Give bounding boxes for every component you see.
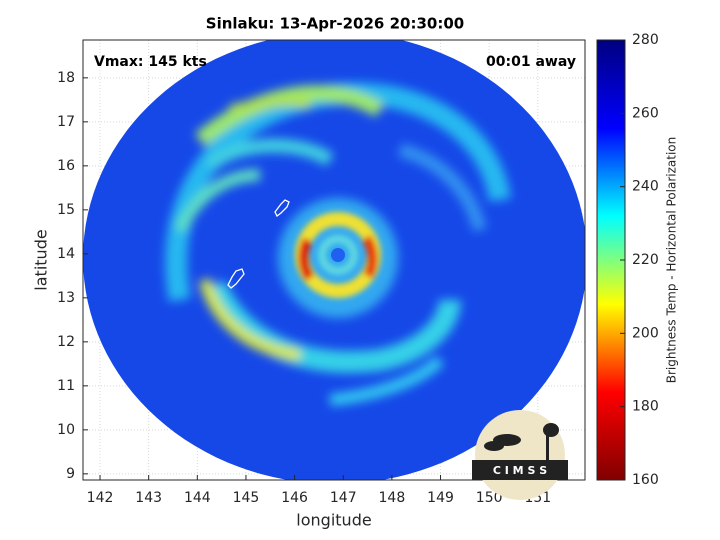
chart-title: Sinlaku: 13-Apr-2026 20:30:00	[206, 15, 464, 33]
logo-text: C I M S S	[493, 464, 547, 477]
y-tick-label: 18	[57, 70, 75, 86]
annotation: Vmax: 145 kts	[94, 54, 207, 70]
x-tick-label: 145	[233, 490, 260, 506]
logo: C I M S S	[472, 410, 568, 500]
colorbar-tick-label: 180	[632, 399, 659, 415]
colorbar-tick-label: 220	[632, 252, 659, 268]
colorbar-label: Brightness Temp - Horizontal Polarizatio…	[665, 137, 679, 384]
x-tick-label: 146	[281, 490, 308, 506]
colorbar-tick-label: 200	[632, 325, 659, 341]
plot-frame	[82, 39, 586, 481]
x-tick-label: 144	[184, 490, 211, 506]
axes: 142 143 144 145 146 147 148 149 150 1519101112131…	[57, 70, 551, 506]
x-tick-label: 149	[427, 490, 454, 506]
y-tick-label: 16	[57, 158, 75, 174]
y-tick-label: 17	[57, 114, 75, 130]
annotation: 00:01 away	[486, 54, 576, 70]
x-tick-label: 142	[87, 490, 114, 506]
x-tick-label: 150	[476, 490, 503, 506]
y-tick-label: 12	[57, 334, 75, 350]
colorbar-tick-label: 260	[632, 105, 659, 121]
x-tick-label: 143	[135, 490, 162, 506]
colorbar-tick-label: 160	[632, 472, 659, 488]
x-tick-label: 148	[379, 490, 406, 506]
y-axis-label: latitude	[32, 229, 51, 290]
y-tick-label: 14	[57, 246, 75, 262]
y-tick-label: 13	[57, 290, 75, 306]
colorbar-tick-label: 240	[632, 179, 659, 195]
y-tick-label: 11	[57, 378, 75, 394]
x-tick-label: 147	[330, 490, 357, 506]
x-axis-label: longitude	[296, 511, 371, 530]
y-tick-label: 9	[66, 466, 75, 482]
satellite-image	[83, 40, 585, 480]
colorbar-tick-label: 280	[632, 32, 659, 48]
y-tick-label: 15	[57, 202, 75, 218]
y-tick-label: 10	[57, 422, 75, 438]
